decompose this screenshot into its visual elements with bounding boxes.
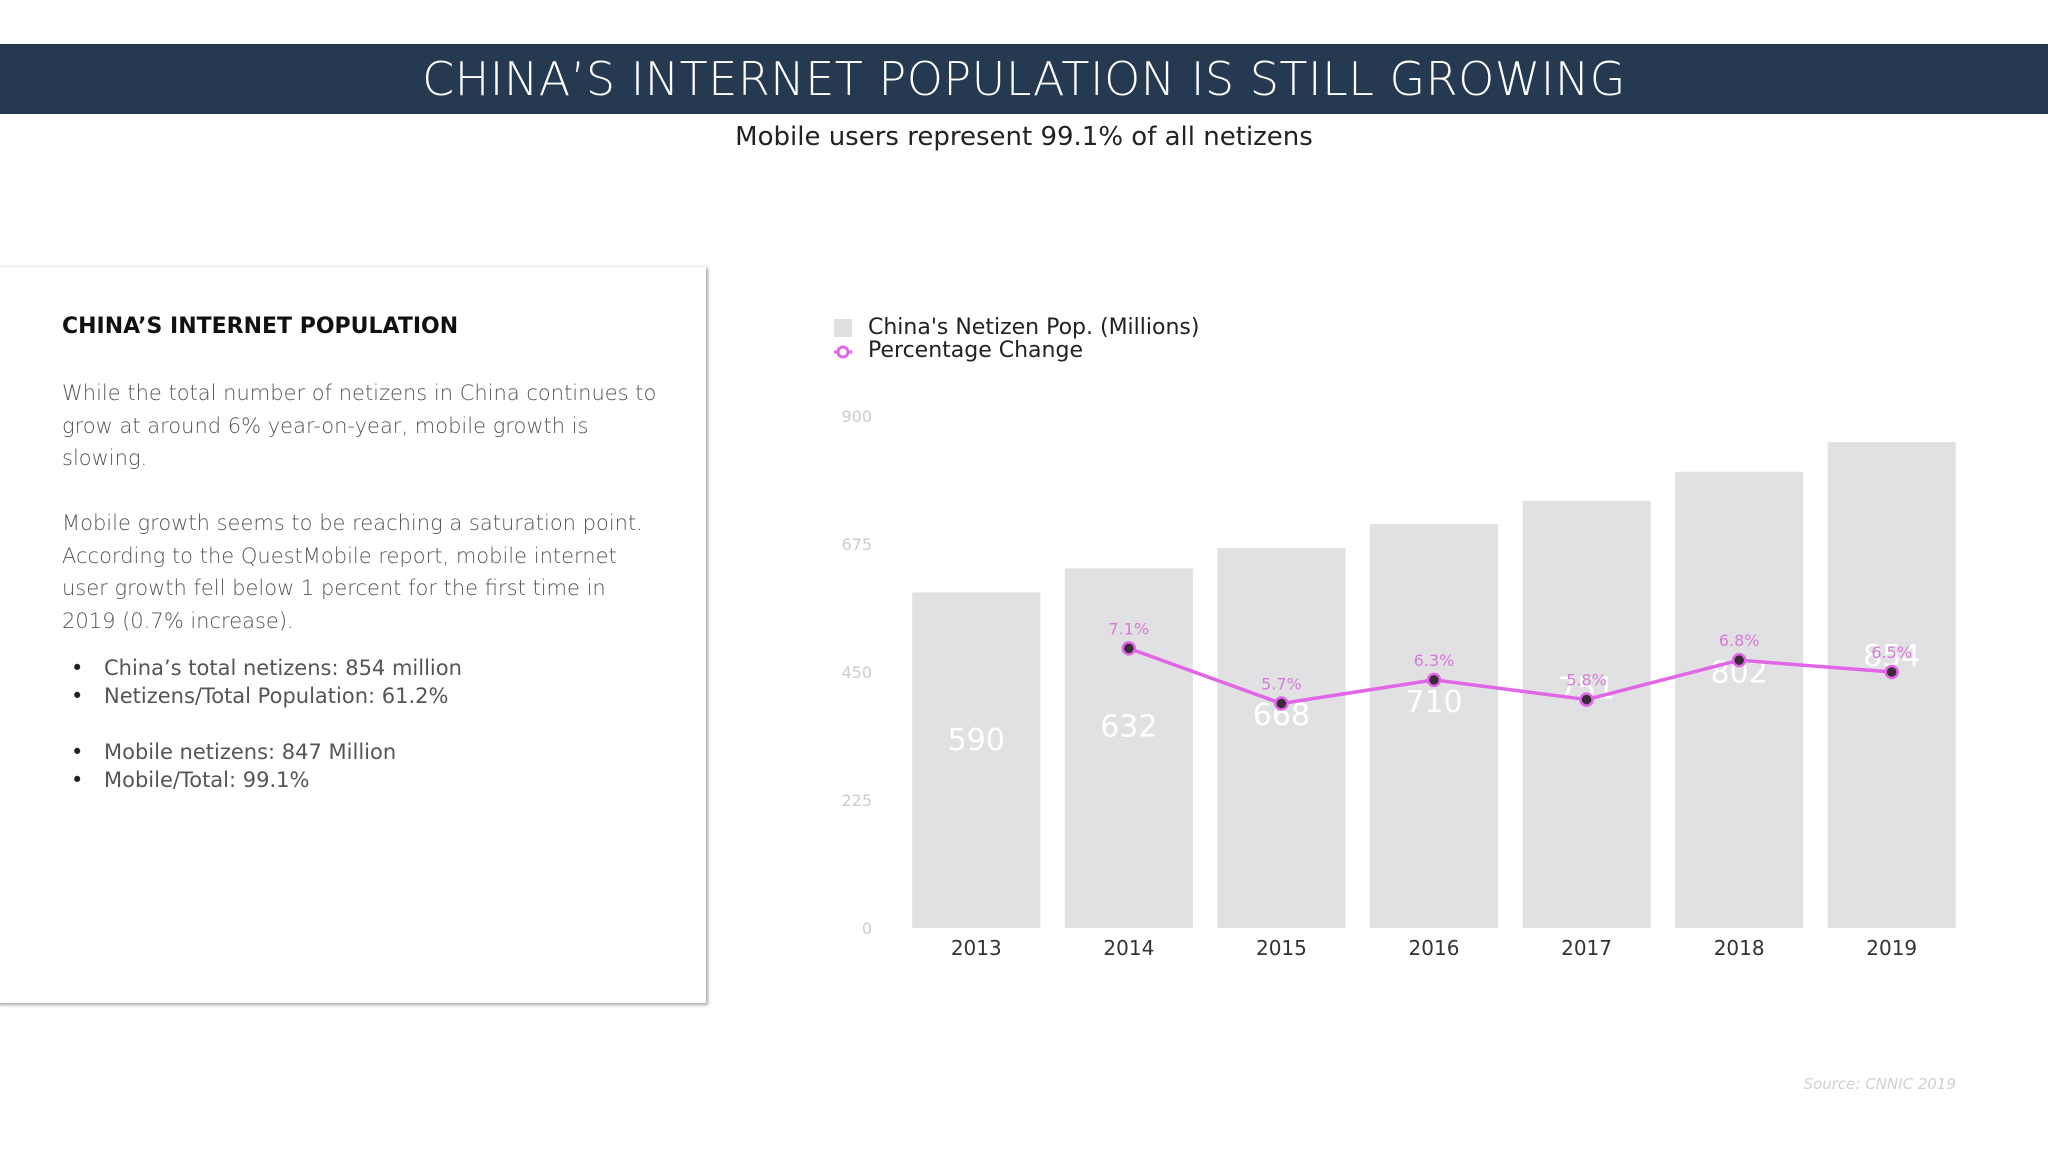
title-bar: CHINA’S INTERNET POPULATION IS STILL GRO… — [0, 44, 2048, 114]
y-tick-label: 450 — [841, 663, 872, 682]
x-tick-label: 2013 — [951, 936, 1002, 960]
bar-value-label: 632 — [1100, 710, 1157, 745]
bullet-item: Mobile netizens: 847 Million — [62, 738, 396, 766]
bar-2013 — [912, 592, 1041, 928]
line-value-label: 5.7% — [1261, 675, 1302, 694]
x-tick-label: 2016 — [1409, 936, 1460, 960]
bar-2015 — [1217, 547, 1346, 928]
x-tick-label: 2014 — [1103, 936, 1154, 960]
y-tick-label: 675 — [841, 535, 872, 554]
x-tick-label: 2015 — [1256, 936, 1307, 960]
y-tick-label: 0 — [862, 919, 872, 938]
legend-line-swatch — [834, 342, 852, 360]
line-series-percentage-change — [1128, 646, 1892, 706]
line-value-label: 6.3% — [1414, 651, 1455, 670]
page-subtitle: Mobile users represent 99.1% of all neti… — [735, 122, 1313, 152]
bullet-item: Mobile/Total: 99.1% — [62, 766, 396, 794]
legend-item-line: Percentage Change — [834, 338, 1199, 363]
legend-line-label: Percentage Change — [868, 338, 1083, 363]
x-tick-label: 2019 — [1866, 936, 1917, 960]
bar-2017 — [1522, 500, 1651, 928]
legend-bar-label: China's Netizen Pop. (Millions) — [868, 315, 1200, 340]
bar-value-label: 590 — [948, 723, 1005, 758]
line-value-label: 5.8% — [1566, 671, 1607, 690]
bullet-list-mobile: Mobile netizens: 847 Million Mobile/Tota… — [62, 738, 396, 794]
line-point — [1579, 692, 1594, 707]
x-tick-label: 2017 — [1561, 936, 1612, 960]
line-point — [1884, 664, 1899, 680]
legend-item-bars: China's Netizen Pop. (Millions) — [834, 315, 1200, 340]
panel-heading: CHINA’S INTERNET POPULATION — [62, 314, 459, 339]
bar-2019 — [1827, 442, 1956, 928]
info-panel — [0, 266, 706, 1003]
x-tick-label: 2018 — [1714, 936, 1765, 960]
panel-paragraph-1: While the total number of netizens in Ch… — [62, 381, 657, 470]
panel-paragraph-2: Mobile growth seems to be reaching a sat… — [62, 511, 643, 633]
y-tick-label: 900 — [841, 407, 872, 426]
line-value-label: 7.1% — [1109, 619, 1150, 638]
page-title: CHINA’S INTERNET POPULATION IS STILL GRO… — [422, 52, 1626, 106]
bullet-list-totals: China’s total netizens: 854 million Neti… — [62, 654, 462, 710]
line-value-label: 6.5% — [1871, 643, 1912, 662]
y-tick-label: 225 — [841, 791, 872, 810]
line-point — [1426, 672, 1442, 688]
line-value-label: 6.8% — [1719, 631, 1760, 650]
bar-value-label: 710 — [1405, 685, 1462, 720]
bar-2018 — [1675, 471, 1804, 928]
bullet-item: China’s total netizens: 854 million — [62, 654, 462, 682]
source-note: Source: CNNIC 2019 — [1803, 1075, 1956, 1093]
legend-bar-swatch — [834, 318, 852, 337]
bullet-item: Netizens/Total Population: 61.2% — [62, 682, 462, 710]
line-point — [1274, 696, 1289, 711]
line-point — [1121, 641, 1137, 656]
bar-2014 — [1064, 568, 1193, 928]
chart-legend: China's Netizen Pop. (Millions) Percenta… — [834, 315, 1200, 363]
bar-2016 — [1369, 524, 1499, 928]
line-point — [1731, 652, 1747, 668]
